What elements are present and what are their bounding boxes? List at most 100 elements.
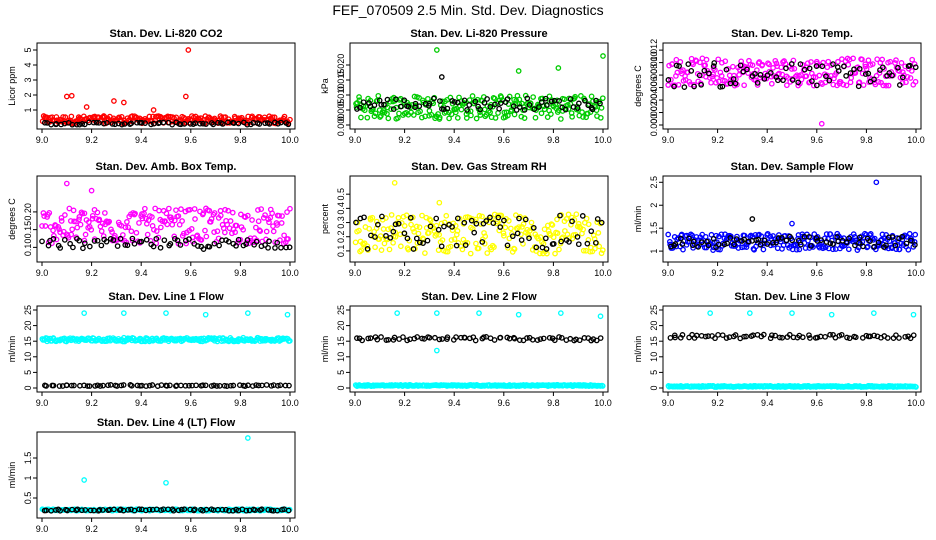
plot-frame [36, 305, 296, 393]
data-point [779, 334, 786, 341]
data-point [765, 60, 771, 67]
data-point [599, 95, 606, 102]
data-point [105, 382, 111, 389]
data-point [67, 218, 74, 224]
data-point [558, 238, 565, 245]
data-point [752, 70, 758, 77]
data-point [208, 216, 215, 222]
y-tick-label: 0 [23, 385, 33, 390]
data-point [356, 227, 362, 234]
x-tick-label: 9.8 [547, 398, 560, 408]
data-point [761, 76, 768, 82]
y-axis-label: ml/min [320, 336, 330, 363]
data-point [435, 226, 442, 233]
y-tick-label: 0.005 [336, 99, 346, 122]
data-point-outlier [185, 47, 192, 53]
data-point [365, 335, 372, 342]
data-point [371, 102, 378, 109]
data-point [907, 62, 913, 69]
data-point [859, 70, 866, 77]
data-point [453, 242, 460, 249]
data-point [511, 246, 518, 252]
x-tick-label: 9.8 [860, 268, 873, 278]
data-point [554, 216, 560, 223]
data-point [730, 76, 737, 82]
data-point [741, 82, 748, 89]
data-point [582, 97, 588, 104]
data-point [94, 209, 101, 216]
data-point [96, 507, 103, 513]
data-point [823, 73, 829, 80]
data-point [525, 233, 532, 239]
data-point [871, 243, 878, 250]
data-point [554, 230, 561, 236]
x-tick-label: 9.4 [448, 398, 461, 408]
data-point [76, 216, 82, 223]
x-tick-label: 9.6 [185, 524, 198, 534]
y-tick-label: 0.004 [649, 89, 659, 112]
data-point [584, 240, 591, 247]
data-point [534, 337, 541, 343]
data-point [497, 334, 504, 341]
data-point [724, 240, 730, 247]
data-point [542, 235, 549, 242]
data-point [497, 224, 504, 230]
data-point [356, 94, 362, 100]
data-point [461, 219, 468, 226]
data-point [274, 239, 281, 246]
data-point [371, 113, 378, 120]
data-point [711, 239, 718, 245]
data-point [766, 61, 772, 68]
data-point [579, 109, 585, 116]
data-point [479, 239, 486, 245]
data-point [181, 506, 188, 513]
data-point [691, 83, 697, 90]
data-point-outlier [789, 220, 795, 227]
data-point [879, 56, 886, 63]
data-point [592, 245, 598, 252]
data-point [221, 382, 228, 389]
data-point [843, 82, 850, 89]
data-point [715, 331, 721, 338]
x-tick-label: 9.4 [135, 268, 148, 278]
data-point [589, 106, 596, 113]
data-point [131, 240, 138, 247]
data-point [831, 75, 837, 82]
data-point [100, 382, 106, 389]
x-tick-label: 10.0 [907, 268, 925, 278]
data-point [397, 103, 404, 110]
data-point [780, 77, 786, 84]
data-point-outlier [555, 65, 562, 71]
data-point [549, 222, 556, 228]
data-point [214, 228, 221, 235]
data-point [222, 206, 228, 213]
data-point [420, 240, 426, 246]
y-axis-label: percent [320, 203, 330, 234]
data-point [391, 334, 398, 341]
data-point [272, 245, 278, 251]
data-point [200, 120, 206, 127]
data-point [504, 242, 511, 249]
data-point [810, 82, 817, 89]
data-point [723, 335, 730, 341]
data-point [271, 114, 278, 121]
data-point [719, 83, 726, 90]
data-point [211, 240, 218, 247]
x-tick-label: 9.8 [234, 524, 247, 534]
y-tick-label: 20 [649, 321, 659, 331]
data-point [380, 226, 387, 232]
data-point [90, 119, 97, 126]
data-point [120, 382, 127, 388]
data-point-outlier [873, 179, 880, 186]
data-point [580, 226, 586, 233]
data-point [440, 106, 447, 113]
data-point [830, 61, 836, 67]
data-point [265, 506, 272, 513]
data-point [449, 224, 455, 230]
x-tick-label: 10.0 [281, 135, 299, 145]
data-point [557, 212, 563, 219]
data-point [576, 223, 583, 230]
data-point [400, 334, 406, 340]
data-point [375, 92, 382, 99]
data-point [436, 336, 443, 343]
